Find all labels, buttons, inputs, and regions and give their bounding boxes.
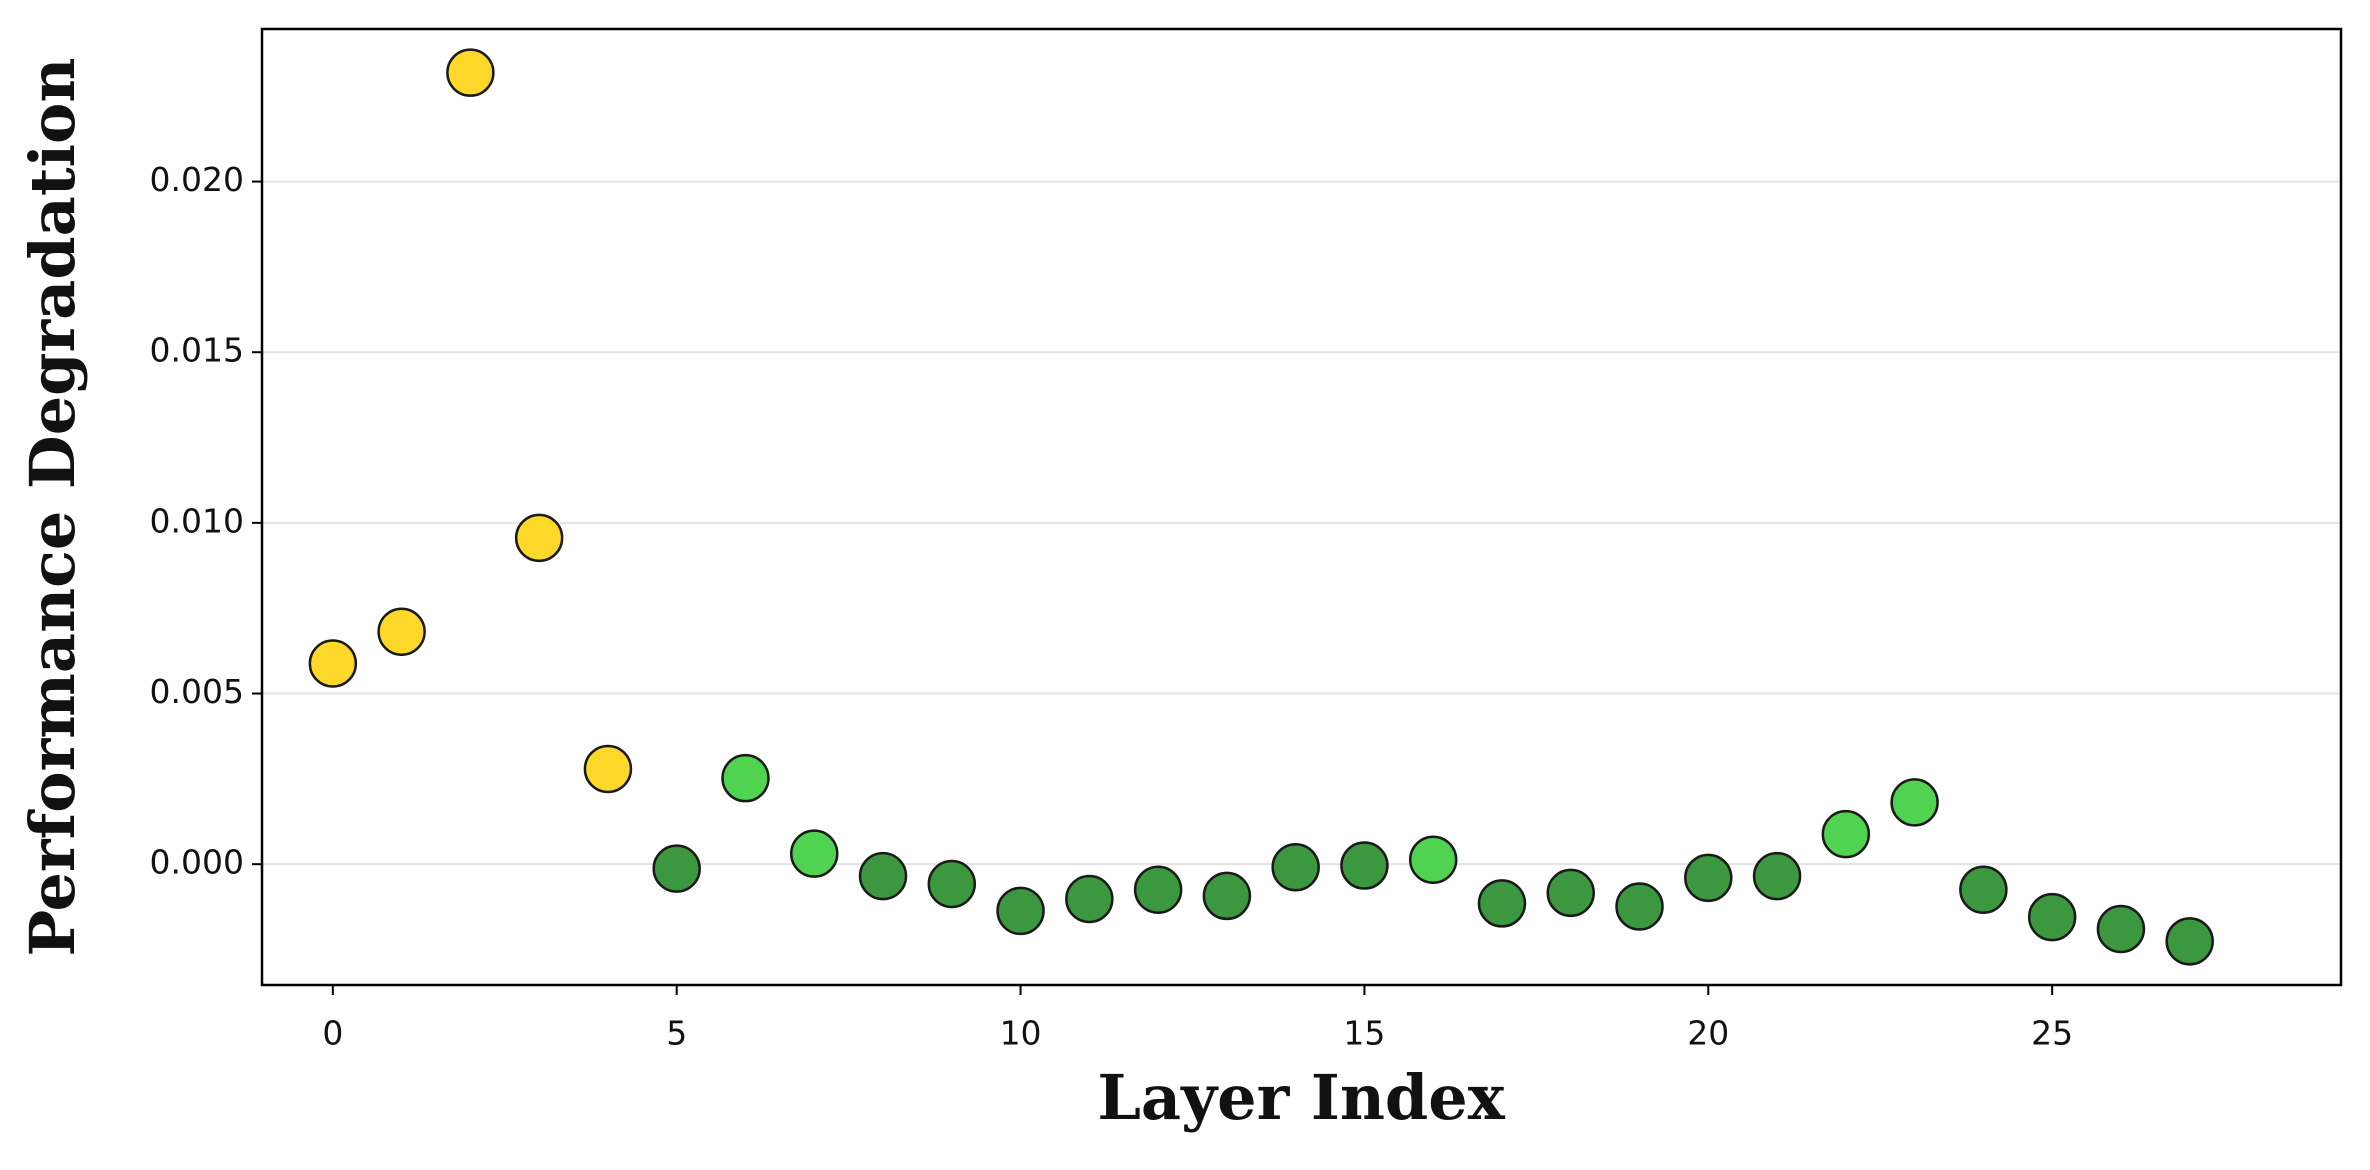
plot-frame: [260, 27, 2343, 987]
point: [1340, 841, 1389, 890]
point: [1202, 871, 1252, 921]
point: [583, 744, 633, 794]
point: [1752, 851, 1802, 901]
point: [858, 851, 908, 901]
x-tick-label: 15: [1343, 1014, 1385, 1053]
point: [789, 829, 839, 878]
point: [1821, 809, 1871, 859]
point: [1477, 879, 1527, 928]
point: [1890, 778, 1939, 827]
y-tick-label: 0.010: [150, 501, 244, 540]
point: [1615, 882, 1664, 931]
point: [721, 753, 770, 803]
point: [1133, 865, 1183, 915]
point: [1959, 865, 2008, 915]
point: [2096, 904, 2146, 954]
point: [514, 513, 564, 563]
point: [2027, 892, 2077, 942]
y-tick-label: 0.000: [150, 843, 244, 882]
point: [996, 886, 1045, 936]
point: [446, 48, 495, 97]
x-tick-label: 0: [322, 1014, 343, 1053]
point: [1684, 853, 1733, 903]
y-tick-label: 0.015: [150, 331, 244, 370]
point: [1546, 868, 1595, 918]
point: [1408, 835, 1458, 884]
point: [377, 607, 426, 656]
x-tick-label: 25: [2031, 1014, 2073, 1053]
x-tick-label: 10: [1000, 1014, 1042, 1053]
y-tick-label: 0.020: [150, 160, 244, 199]
point: [2165, 917, 2214, 966]
point: [927, 859, 977, 909]
x-tick-label: 5: [666, 1014, 687, 1053]
x-axis-label: Layer Index: [1097, 1061, 1505, 1134]
x-tick-label: 20: [1687, 1014, 1729, 1053]
point: [1065, 874, 1114, 924]
point: [1271, 842, 1320, 892]
point: [308, 639, 358, 688]
y-tick-label: 0.005: [150, 672, 244, 711]
y-axis-label: Performance Degradation: [16, 58, 89, 957]
point: [652, 844, 701, 893]
